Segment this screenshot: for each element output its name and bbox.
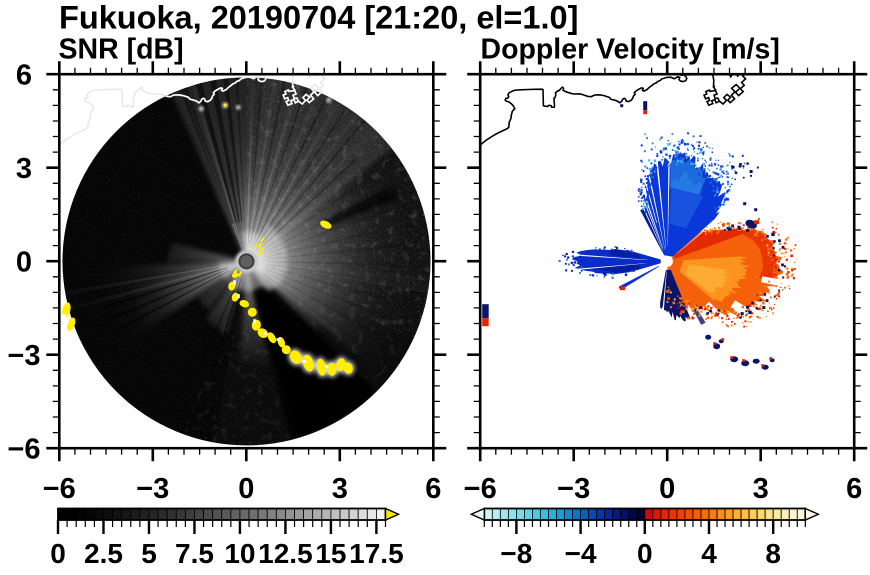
svg-text:8: 8 bbox=[765, 538, 781, 569]
svg-text:6: 6 bbox=[425, 473, 441, 505]
svg-text:15: 15 bbox=[315, 538, 346, 569]
svg-text:−3: −3 bbox=[7, 340, 40, 372]
svg-text:6: 6 bbox=[846, 473, 862, 505]
svg-text:0: 0 bbox=[50, 538, 66, 569]
svg-text:0: 0 bbox=[637, 538, 653, 569]
svg-text:17.5: 17.5 bbox=[349, 538, 404, 569]
svg-text:10: 10 bbox=[224, 538, 255, 569]
svg-text:−6: −6 bbox=[43, 473, 76, 505]
svg-text:Doppler Velocity [m/s]: Doppler Velocity [m/s] bbox=[481, 33, 780, 65]
svg-text:0: 0 bbox=[238, 473, 254, 505]
svg-text:−3: −3 bbox=[557, 473, 590, 505]
svg-text:2.5: 2.5 bbox=[84, 538, 123, 569]
svg-text:5: 5 bbox=[141, 538, 157, 569]
svg-text:Fukuoka, 20190704 [21:20, el=1: Fukuoka, 20190704 [21:20, el=1.0] bbox=[59, 0, 578, 35]
svg-text:3: 3 bbox=[753, 473, 769, 505]
svg-text:−6: −6 bbox=[7, 434, 40, 466]
svg-text:−3: −3 bbox=[136, 473, 169, 505]
svg-text:4: 4 bbox=[701, 538, 717, 569]
svg-text:12.5: 12.5 bbox=[258, 538, 313, 569]
svg-text:3: 3 bbox=[332, 473, 348, 505]
svg-text:6: 6 bbox=[16, 60, 32, 92]
svg-text:−8: −8 bbox=[500, 538, 532, 569]
svg-text:−4: −4 bbox=[565, 538, 597, 569]
svg-text:0: 0 bbox=[16, 247, 32, 279]
svg-text:−6: −6 bbox=[464, 473, 497, 505]
svg-text:0: 0 bbox=[659, 473, 675, 505]
svg-text:SNR [dB]: SNR [dB] bbox=[59, 33, 184, 65]
svg-text:3: 3 bbox=[16, 153, 32, 185]
svg-text:7.5: 7.5 bbox=[175, 538, 214, 569]
